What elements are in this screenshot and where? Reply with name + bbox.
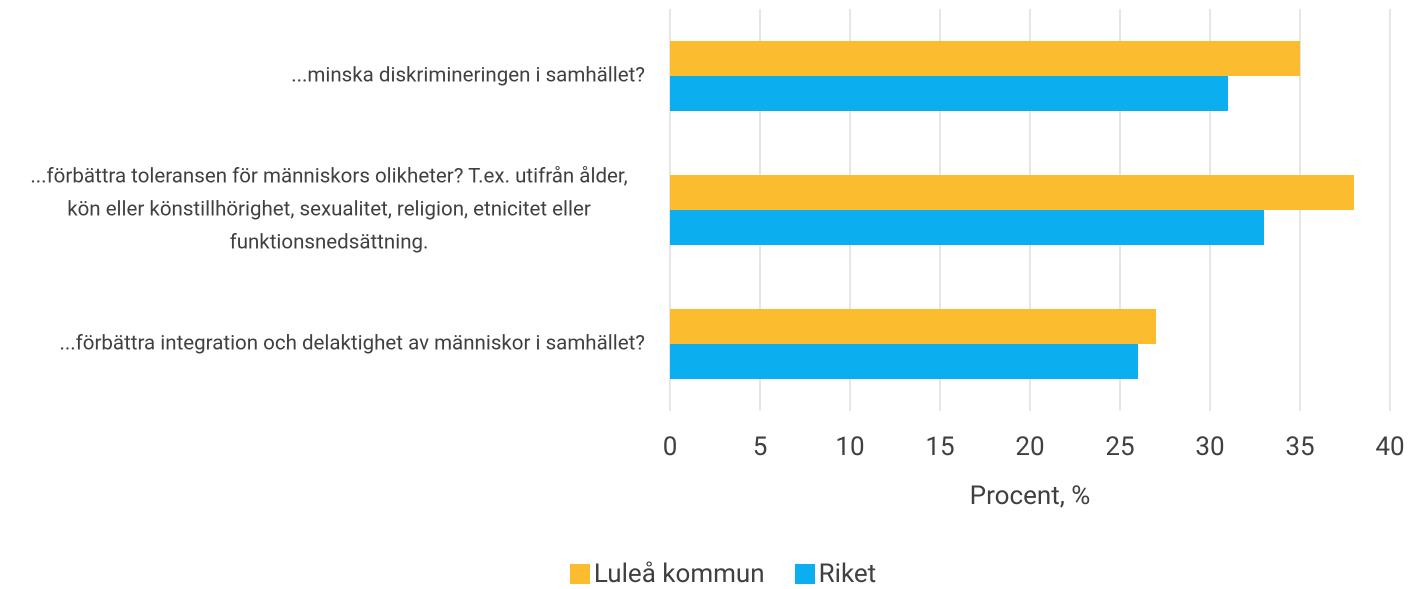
x-tick-label: 35 xyxy=(1285,432,1314,462)
bar xyxy=(670,309,1156,344)
y-tick-label: ...minska diskrimineringen i samhället? xyxy=(291,63,645,88)
legend-label: Luleå kommun xyxy=(593,559,765,589)
x-tick-label: 40 xyxy=(1375,432,1404,462)
legend-label: Riket xyxy=(818,559,877,589)
bar xyxy=(670,76,1228,111)
bar xyxy=(670,41,1300,76)
x-axis-title: Procent, % xyxy=(970,481,1091,511)
chart: Procent, % 0 5 10 15 20 25 30 35 40 xyxy=(663,9,1405,511)
legend-swatch xyxy=(794,564,815,584)
bar xyxy=(670,344,1138,379)
category-label-box: ...förbättra toleransen för människors o… xyxy=(5,161,645,260)
category-label-box: ...förbättra integration och delaktighet… xyxy=(5,328,645,361)
y-tick-label: ...förbättra integration och delaktighet… xyxy=(59,331,645,356)
x-tick-label: 30 xyxy=(1195,432,1224,462)
legend-item: Riket xyxy=(794,559,877,589)
legend: Luleå kommun Riket xyxy=(35,559,1411,589)
legend-item: Luleå kommun xyxy=(569,559,765,589)
x-tick-label: 15 xyxy=(925,432,954,462)
x-tick-label: 5 xyxy=(753,432,768,462)
x-tick-label: 25 xyxy=(1105,432,1134,462)
x-tick-label: 0 xyxy=(663,432,678,462)
bar xyxy=(670,175,1354,210)
legend-swatch xyxy=(569,564,590,584)
y-tick-label: ...förbättra toleransen för människors o… xyxy=(30,164,628,255)
bar xyxy=(670,210,1264,245)
category-label-box: ...minska diskrimineringen i samhället? xyxy=(5,60,645,93)
x-tick-label: 20 xyxy=(1015,432,1044,462)
x-tick-label: 10 xyxy=(835,432,864,462)
